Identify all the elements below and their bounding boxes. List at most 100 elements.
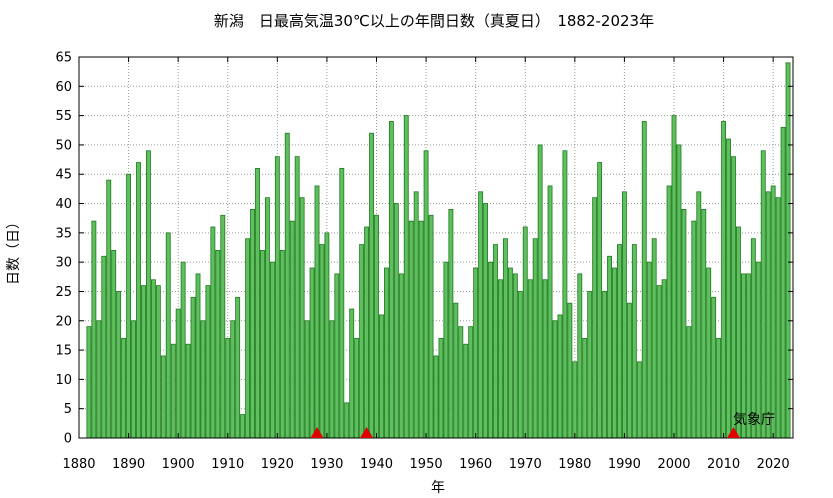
bar (641, 121, 647, 439)
bar (433, 355, 439, 439)
bar (160, 355, 166, 439)
chart-title: 新潟 日最高気温30℃以上の年間日数（真夏日） 1882-2023年 (214, 12, 654, 30)
x-tick-label: 1950 (410, 457, 443, 472)
x-tick-label: 2000 (657, 457, 690, 472)
bar (572, 361, 578, 439)
bar (661, 279, 667, 439)
bar (309, 267, 315, 439)
bar (200, 320, 206, 439)
source-label: 気象庁 (733, 412, 775, 428)
bar (349, 308, 355, 439)
bar (289, 220, 295, 439)
x-tick-label: 1920 (261, 457, 294, 472)
bar (552, 320, 558, 439)
bar (557, 314, 563, 439)
bar (210, 226, 216, 439)
bar (245, 238, 251, 439)
bar (230, 320, 236, 439)
bar (250, 208, 255, 439)
bar (205, 285, 211, 439)
bar (453, 302, 459, 439)
bar (284, 132, 290, 439)
bar (324, 232, 330, 439)
bar (96, 320, 102, 439)
bar (235, 296, 241, 439)
y-tick-label: 45 (55, 168, 72, 183)
y-tick-label: 15 (55, 344, 72, 359)
bar (423, 150, 429, 439)
bar (121, 337, 127, 439)
bar (319, 244, 325, 439)
bar (304, 320, 310, 439)
bar (383, 267, 389, 439)
bar (621, 191, 627, 439)
bar (750, 238, 756, 439)
y-tick-label: 40 (55, 197, 72, 212)
bar (736, 226, 741, 439)
bar (145, 150, 151, 439)
bar (294, 156, 300, 439)
bar (651, 238, 657, 439)
bar (448, 208, 454, 439)
x-tick-label: 1990 (608, 457, 641, 472)
bar (463, 343, 469, 439)
bar (116, 291, 122, 439)
bar (418, 220, 424, 439)
bar (607, 255, 612, 439)
bar (354, 337, 360, 439)
bar (438, 337, 444, 439)
y-tick-label: 5 (64, 402, 72, 417)
bar (106, 179, 112, 439)
bar (785, 62, 791, 439)
bar (498, 279, 503, 439)
bar (760, 150, 766, 439)
y-tick-label: 10 (55, 373, 72, 388)
bar (91, 220, 97, 439)
x-tick-label: 1900 (162, 457, 195, 472)
bar (369, 132, 374, 439)
bar (413, 191, 419, 439)
bar (780, 126, 786, 439)
bar (512, 273, 518, 439)
bar (493, 244, 498, 439)
bar (255, 167, 260, 439)
bar (770, 185, 776, 439)
bar (765, 191, 771, 439)
bar (185, 343, 191, 439)
bar (522, 226, 528, 439)
bar (731, 156, 736, 439)
bar (468, 326, 474, 439)
bar (582, 337, 588, 439)
marker-triangle (727, 427, 740, 438)
bar (701, 208, 707, 439)
bar (334, 273, 340, 439)
bar (636, 361, 642, 439)
marker-triangle (310, 427, 324, 438)
bar (726, 138, 731, 439)
bar (537, 144, 543, 439)
bar (666, 185, 672, 439)
x-tick-label: 1970 (509, 457, 542, 472)
y-tick-label: 30 (55, 256, 72, 271)
y-tick-label: 65 (55, 51, 72, 66)
bar (646, 261, 652, 439)
bar (131, 320, 136, 439)
bar (136, 162, 141, 439)
bar (150, 279, 156, 439)
x-ticks: 1880 1890 1900 1910 1920 1930 1940 1950 1960 1970… (62, 57, 790, 472)
bar (721, 121, 727, 439)
bar (264, 197, 270, 439)
bar (359, 244, 365, 439)
y-ticks: 0 5 10 15 20 25 30 35 40 45 50 55 60 65 (55, 51, 793, 447)
bar (269, 261, 275, 439)
bar (517, 291, 523, 439)
y-tick-label: 0 (64, 432, 72, 447)
bar (344, 402, 350, 439)
bar (706, 267, 712, 439)
bar (681, 208, 687, 439)
x-axis-label: 年 (431, 480, 445, 496)
bar (180, 261, 186, 439)
bar (374, 214, 379, 439)
bar (379, 314, 384, 439)
bar (398, 273, 404, 439)
